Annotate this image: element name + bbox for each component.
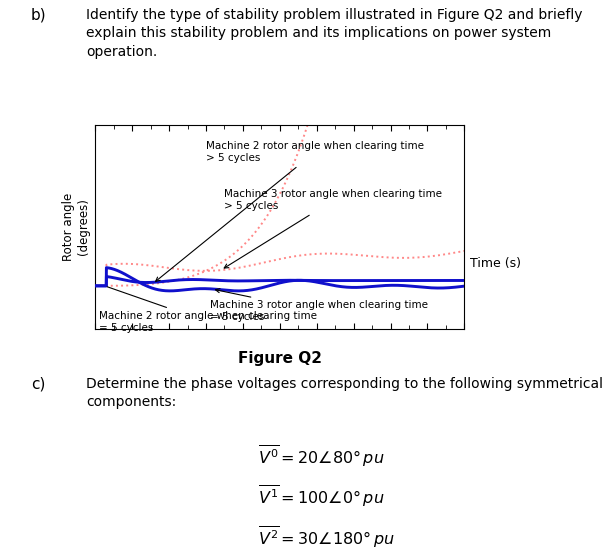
Text: b): b) [31, 8, 46, 23]
Text: Determine the phase voltages corresponding to the following symmetrical
componen: Determine the phase voltages correspondi… [86, 377, 603, 409]
Text: Machine 3 rotor angle when clearing time
= 5 cycles: Machine 3 rotor angle when clearing time… [210, 289, 427, 322]
Text: Machine 2 rotor angle when clearing time
= 5 cycles: Machine 2 rotor angle when clearing time… [99, 287, 317, 333]
Text: $\overline{V^1} = 100\angle 0°\,pu$: $\overline{V^1} = 100\angle 0°\,pu$ [258, 483, 385, 509]
Y-axis label: Rotor angle
(degrees): Rotor angle (degrees) [62, 193, 90, 261]
Text: Figure Q2: Figure Q2 [238, 351, 322, 366]
Text: c): c) [31, 377, 45, 392]
Text: $\overline{V^2} = 30\angle 180°\,pu$: $\overline{V^2} = 30\angle 180°\,pu$ [258, 524, 395, 550]
Text: Machine 3 rotor angle when clearing time
> 5 cycles: Machine 3 rotor angle when clearing time… [224, 189, 442, 268]
Text: Time (s): Time (s) [470, 257, 522, 270]
Text: $\overline{V^0} = 20\angle 80°\,pu$: $\overline{V^0} = 20\angle 80°\,pu$ [258, 443, 385, 468]
Text: Machine 2 rotor angle when clearing time
> 5 cycles: Machine 2 rotor angle when clearing time… [156, 141, 424, 281]
Text: Identify the type of stability problem illustrated in Figure Q2 and briefly
expl: Identify the type of stability problem i… [86, 8, 582, 58]
